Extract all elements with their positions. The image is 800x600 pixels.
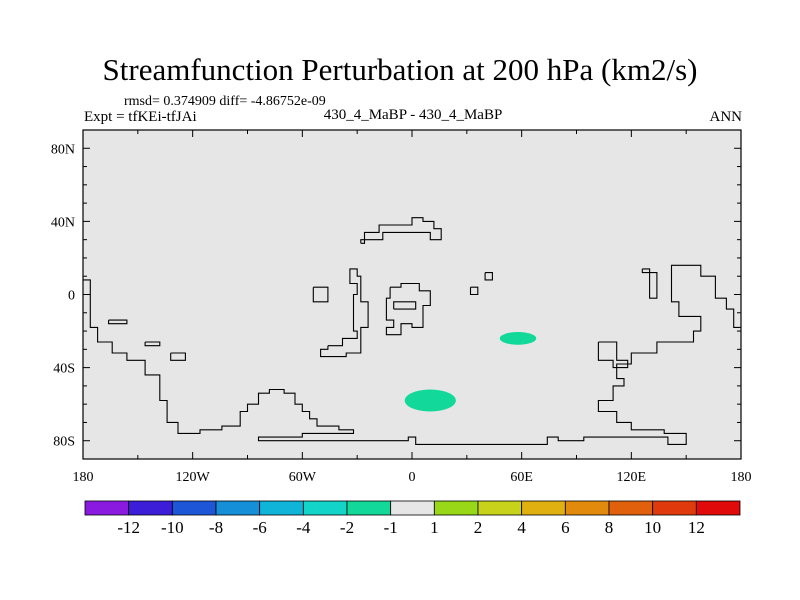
period-label: ANN bbox=[709, 109, 743, 125]
coastline-2 bbox=[597, 341, 629, 369]
x-tick-label: 180 bbox=[731, 470, 752, 485]
colorbar-label: 10 bbox=[644, 518, 661, 537]
coastline-3 bbox=[641, 268, 658, 299]
y-tick-label: 80N bbox=[51, 142, 75, 157]
coastline-9 bbox=[360, 217, 442, 244]
colorbar-label: -12 bbox=[117, 518, 140, 537]
colorbar-label: -2 bbox=[340, 518, 354, 537]
coastline-4 bbox=[108, 319, 128, 325]
colorbar-box-2 bbox=[128, 500, 173, 516]
colorbar: -12 -10 -8 -6 -4 -2 -1 1 2 4 6 8 10 12 bbox=[84, 500, 741, 537]
colorbar-label: 4 bbox=[517, 518, 526, 537]
coastline-13 bbox=[469, 286, 479, 296]
coastline-8 bbox=[312, 286, 329, 303]
axis-ticks: 180 120W 60W 0 60E 120E 180 80N 40N 0 40S 80S bbox=[51, 129, 752, 485]
coastline-10 bbox=[385, 282, 431, 336]
coastline-12 bbox=[484, 272, 493, 281]
coastline-7 bbox=[320, 268, 369, 358]
coastline-5 bbox=[144, 341, 161, 347]
coastline-11 bbox=[393, 301, 417, 310]
x-tick-label: 60E bbox=[510, 470, 533, 485]
colorbar-label: -6 bbox=[253, 518, 267, 537]
y-tick-label: 40N bbox=[51, 215, 75, 230]
x-tick-label: 120W bbox=[176, 470, 211, 485]
colorbar-box-10 bbox=[477, 500, 523, 516]
x-tick-label: 60W bbox=[289, 470, 317, 485]
case-label: 430_4_MaBP - 430_4_MaBP bbox=[323, 107, 503, 123]
coastline-1 bbox=[83, 264, 741, 445]
colorbar-box-7 bbox=[346, 500, 392, 516]
y-tick-label: 80S bbox=[53, 435, 75, 450]
anomaly-patch-1 bbox=[404, 389, 456, 412]
colorbar-box-11 bbox=[521, 500, 566, 516]
map-background bbox=[83, 130, 741, 459]
colorbar-box-15 bbox=[695, 500, 741, 516]
x-tick-label: 180 bbox=[73, 470, 94, 485]
colorbar-box-1 bbox=[84, 500, 130, 516]
experiment-label: Expt = tfKEi-tfJAi bbox=[84, 109, 197, 125]
map-area bbox=[82, 129, 742, 460]
y-tick-label: 40S bbox=[53, 362, 75, 377]
colorbar-box-12 bbox=[564, 500, 610, 516]
y-tick-label: 0 bbox=[68, 289, 75, 304]
colorbar-box-6 bbox=[302, 500, 348, 516]
stats-label: rmsd= 0.374909 diff= -4.86752e-09 bbox=[124, 94, 326, 109]
anomaly-patch-2 bbox=[499, 331, 537, 345]
colorbar-label: -1 bbox=[384, 518, 398, 537]
chart-title: Streamfunction Perturbation at 200 hPa (… bbox=[102, 52, 698, 87]
colorbar-label: 2 bbox=[474, 518, 483, 537]
coastline-6 bbox=[170, 352, 186, 361]
colorbar-box-8 bbox=[390, 500, 435, 516]
colorbar-label: 12 bbox=[688, 518, 705, 537]
colorbar-label: 6 bbox=[561, 518, 570, 537]
colorbar-label: 1 bbox=[430, 518, 439, 537]
colorbar-box-13 bbox=[608, 500, 654, 516]
colorbar-label: -4 bbox=[296, 518, 311, 537]
colorbar-label: 8 bbox=[605, 518, 614, 537]
colorbar-box-5 bbox=[259, 500, 304, 516]
colorbar-box-3 bbox=[171, 500, 217, 516]
x-tick-label: 120E bbox=[617, 470, 647, 485]
colorbar-box-9 bbox=[433, 500, 479, 516]
x-tick-label: 0 bbox=[409, 470, 416, 485]
colorbar-label: -8 bbox=[209, 518, 223, 537]
colorbar-box-14 bbox=[652, 500, 697, 516]
colorbar-label: -10 bbox=[161, 518, 184, 537]
colorbar-box-4 bbox=[215, 500, 261, 516]
